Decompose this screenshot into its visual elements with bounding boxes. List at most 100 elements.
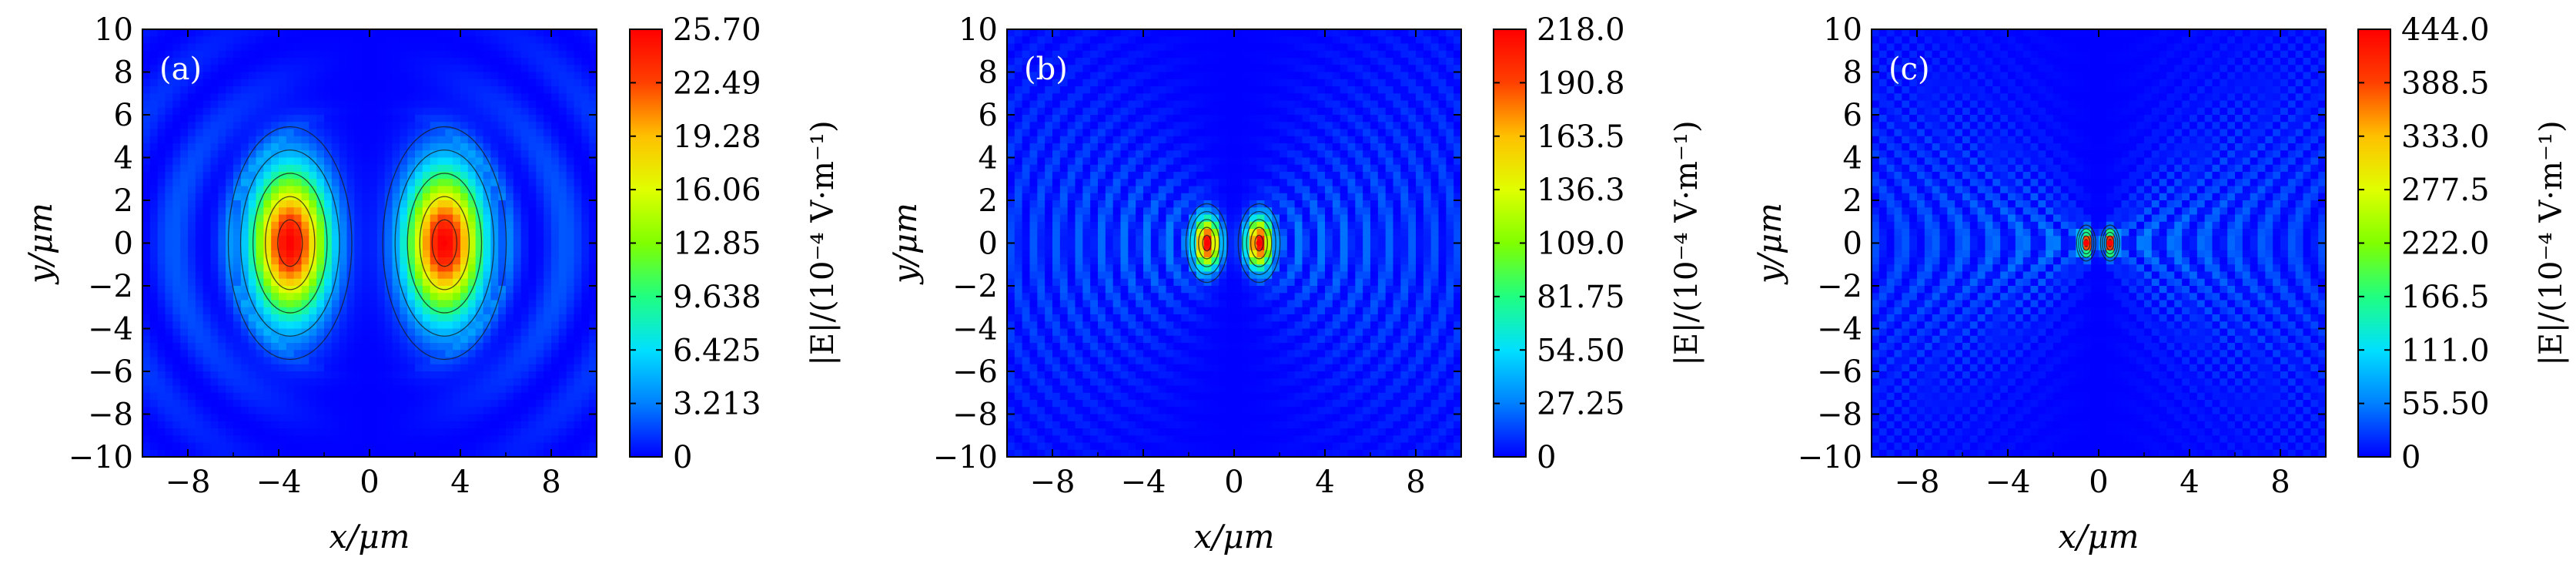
heatmap-cell xyxy=(165,50,173,59)
heatmap-cell xyxy=(271,328,279,337)
heatmap-cell xyxy=(437,29,446,37)
heatmap-cell xyxy=(1211,36,1219,45)
heatmap-cell xyxy=(293,350,303,358)
heatmap-cell xyxy=(248,407,257,415)
heatmap-cell xyxy=(581,300,590,308)
heatmap-cell xyxy=(407,72,416,80)
heatmap-cell xyxy=(1286,122,1296,130)
heatmap-cell xyxy=(1377,115,1387,123)
heatmap-cell xyxy=(1181,86,1189,94)
heatmap-cell xyxy=(226,407,234,415)
heatmap-cell xyxy=(354,122,363,130)
heatmap-cell xyxy=(1105,58,1114,65)
heatmap-cell xyxy=(1280,43,1288,52)
heatmap-cell xyxy=(1075,86,1083,94)
heatmap-cell xyxy=(490,293,499,301)
heatmap-cell xyxy=(324,293,333,301)
heatmap-cell xyxy=(309,107,317,116)
heatmap-cell xyxy=(1340,79,1349,87)
heatmap-cell xyxy=(1430,172,1440,180)
heatmap-cell xyxy=(400,449,408,457)
heatmap-cell xyxy=(1128,136,1136,144)
heatmap-cell xyxy=(210,357,219,365)
heatmap-cell xyxy=(528,449,537,457)
heatmap-cell xyxy=(536,221,544,230)
heatmap-cell xyxy=(1082,29,1091,37)
heatmap-cell xyxy=(362,29,370,37)
heatmap-cell xyxy=(1098,58,1106,65)
heatmap-cell xyxy=(566,350,575,358)
heatmap-cell xyxy=(384,93,393,102)
heatmap-cell xyxy=(376,335,386,344)
heatmap-cell xyxy=(370,243,378,251)
heatmap-cell xyxy=(301,371,309,379)
heatmap-cell xyxy=(309,43,317,52)
heatmap-cell xyxy=(354,307,363,315)
heatmap-cell xyxy=(1052,122,1061,130)
heatmap-cell xyxy=(1226,143,1235,151)
heatmap-cell xyxy=(142,371,151,379)
heatmap-cell xyxy=(460,229,469,237)
heatmap-cell xyxy=(1029,150,1038,159)
heatmap-cell xyxy=(551,143,560,151)
heatmap-cell xyxy=(286,421,295,429)
heatmap-cell xyxy=(551,307,560,315)
heatmap-cell xyxy=(536,172,544,180)
heatmap-cell xyxy=(256,257,264,265)
heatmap-cell xyxy=(293,43,303,52)
heatmap-cell xyxy=(142,186,151,194)
heatmap-cell xyxy=(1385,129,1394,137)
heatmap-cell xyxy=(1272,107,1280,116)
heatmap-cell xyxy=(240,428,249,436)
heatmap-cell xyxy=(362,200,370,208)
heatmap-cell xyxy=(1082,143,1091,151)
heatmap-cell xyxy=(574,186,582,194)
heatmap-cell xyxy=(558,214,567,223)
heatmap-cell xyxy=(1112,79,1122,87)
heatmap-cell xyxy=(589,428,597,436)
heatmap-cell xyxy=(1347,157,1356,166)
heatmap-cell xyxy=(218,435,226,444)
heatmap-cell xyxy=(1408,65,1417,73)
heatmap-cell xyxy=(1173,157,1182,166)
heatmap-cell xyxy=(309,400,317,408)
heatmap-cell xyxy=(558,371,567,379)
heatmap-cell xyxy=(157,314,166,322)
heatmap-cell xyxy=(1203,50,1213,59)
heatmap-cell xyxy=(574,264,582,273)
heatmap-cell xyxy=(370,293,378,301)
heatmap-cell xyxy=(437,236,446,244)
heatmap-cell xyxy=(475,186,484,194)
heatmap-cell xyxy=(286,207,295,216)
heatmap-cell xyxy=(1310,129,1318,137)
heatmap-cell xyxy=(520,407,530,415)
heatmap-cell xyxy=(1310,65,1318,73)
heatmap-cell xyxy=(324,136,333,144)
heatmap-cell xyxy=(566,164,575,173)
heatmap-cell xyxy=(263,400,272,408)
heatmap-cell xyxy=(544,29,552,37)
heatmap-cell xyxy=(271,400,279,408)
heatmap-cell xyxy=(195,264,204,273)
heatmap-cell xyxy=(279,100,287,109)
heatmap-cell xyxy=(1112,100,1122,109)
heatmap-cell xyxy=(309,172,317,180)
heatmap-cell xyxy=(263,115,272,123)
heatmap-cell xyxy=(1211,50,1219,59)
heatmap-cell xyxy=(172,435,181,444)
heatmap-cell xyxy=(279,421,287,429)
heatmap-cell xyxy=(293,421,303,429)
heatmap-cell xyxy=(149,36,159,45)
heatmap-cell xyxy=(370,442,378,451)
heatmap-cell xyxy=(180,449,189,457)
heatmap-cell xyxy=(536,321,544,330)
heatmap-cell xyxy=(301,107,309,116)
heatmap-cell xyxy=(165,43,173,52)
heatmap-cell xyxy=(149,442,159,451)
heatmap-cell xyxy=(1370,58,1379,65)
heatmap-cell xyxy=(475,115,484,123)
heatmap-cell xyxy=(498,421,507,429)
heatmap-cell xyxy=(1143,136,1152,144)
heatmap-cell xyxy=(453,357,461,365)
heatmap-cell xyxy=(165,136,173,144)
